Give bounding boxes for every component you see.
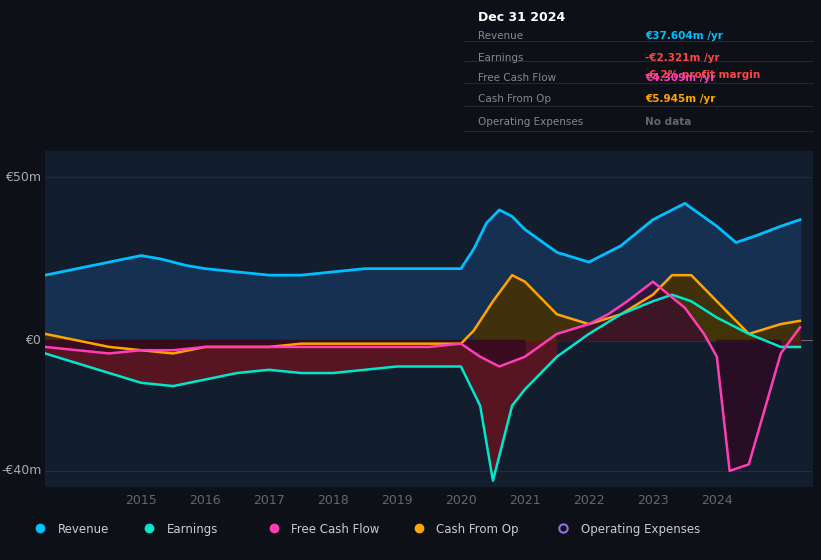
- Text: €0: €0: [25, 334, 41, 347]
- Text: -€40m: -€40m: [1, 464, 41, 477]
- Text: €50m: €50m: [5, 171, 41, 184]
- Text: €5.945m /yr: €5.945m /yr: [645, 94, 716, 104]
- Text: Operating Expenses: Operating Expenses: [581, 522, 700, 536]
- Text: Dec 31 2024: Dec 31 2024: [478, 11, 565, 24]
- Text: Earnings: Earnings: [167, 522, 218, 536]
- Text: Revenue: Revenue: [478, 31, 523, 41]
- Text: -€2.321m /yr: -€2.321m /yr: [645, 53, 720, 63]
- Text: Earnings: Earnings: [478, 53, 523, 63]
- Text: Cash From Op: Cash From Op: [436, 522, 519, 536]
- Text: Revenue: Revenue: [58, 522, 109, 536]
- Text: Cash From Op: Cash From Op: [478, 94, 551, 104]
- Text: Operating Expenses: Operating Expenses: [478, 117, 583, 127]
- Text: €4.309m /yr: €4.309m /yr: [645, 73, 716, 83]
- Text: -6.2% profit margin: -6.2% profit margin: [645, 70, 760, 80]
- Text: Free Cash Flow: Free Cash Flow: [478, 73, 556, 83]
- Text: €37.604m /yr: €37.604m /yr: [645, 31, 723, 41]
- Text: Free Cash Flow: Free Cash Flow: [291, 522, 380, 536]
- Text: No data: No data: [645, 117, 691, 127]
